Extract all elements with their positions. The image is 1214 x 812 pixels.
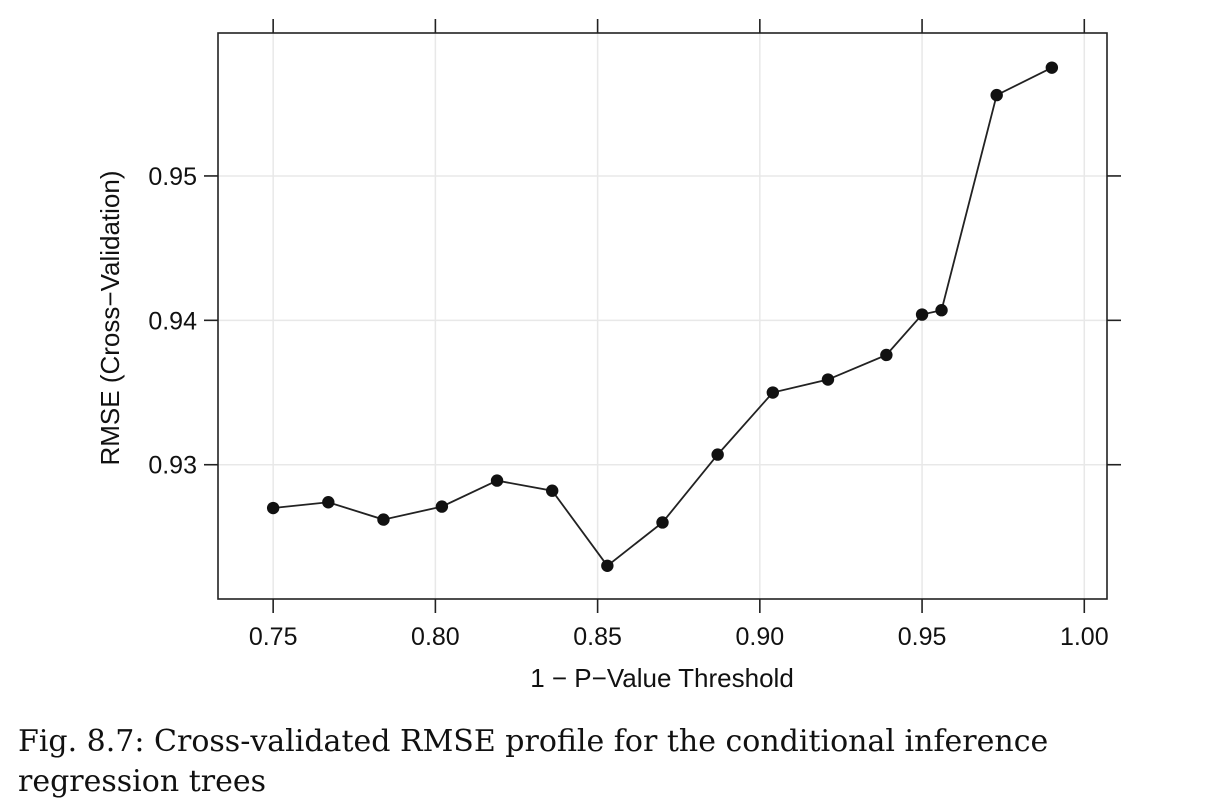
data-point — [880, 348, 893, 362]
data-point — [766, 386, 780, 399]
data-point — [1045, 61, 1059, 74]
plot-border — [217, 32, 1108, 600]
data-point — [601, 559, 614, 572]
data-point — [711, 448, 724, 461]
y-tick-label: 0.93 — [148, 452, 197, 480]
figure-caption: Fig. 8.7: Cross-validated RMSE profile f… — [18, 724, 1049, 799]
x-tick-label: 0.95 — [898, 623, 947, 651]
x-tick-label: 0.75 — [249, 623, 298, 651]
data-point — [545, 484, 559, 497]
y-tick-label: 0.95 — [148, 163, 197, 191]
data-point — [656, 516, 669, 529]
data-point — [935, 304, 948, 317]
chart: 0.75 0.80 0.85 0.90 0.95 1.00 0.93 0.94 0.95 1 −… — [95, 19, 1121, 693]
data-point — [990, 88, 1003, 102]
data-point — [915, 308, 929, 321]
data-point — [490, 474, 504, 487]
y-axis-title: RMSE (Cross−Validation) — [95, 170, 125, 465]
axis-ticks: 0.75 0.80 0.85 0.90 0.95 1.00 0.93 0.94 0.95 — [148, 19, 1121, 651]
data-point — [377, 513, 390, 526]
series-layer — [266, 61, 1059, 572]
data-point — [821, 373, 835, 386]
grid-lines — [218, 33, 1107, 599]
data-point — [435, 500, 449, 513]
data-point — [266, 501, 280, 515]
plot-frame — [217, 32, 1108, 600]
x-axis-title: 1 − P−Value Threshold — [530, 663, 794, 693]
series-line — [273, 66, 1053, 568]
x-tick-label: 1.00 — [1060, 623, 1109, 651]
x-tick-label: 0.85 — [573, 623, 622, 651]
y-tick-label: 0.94 — [148, 307, 197, 335]
x-tick-label: 0.90 — [735, 623, 784, 651]
data-point — [322, 496, 335, 509]
x-tick-label: 0.80 — [411, 623, 460, 651]
